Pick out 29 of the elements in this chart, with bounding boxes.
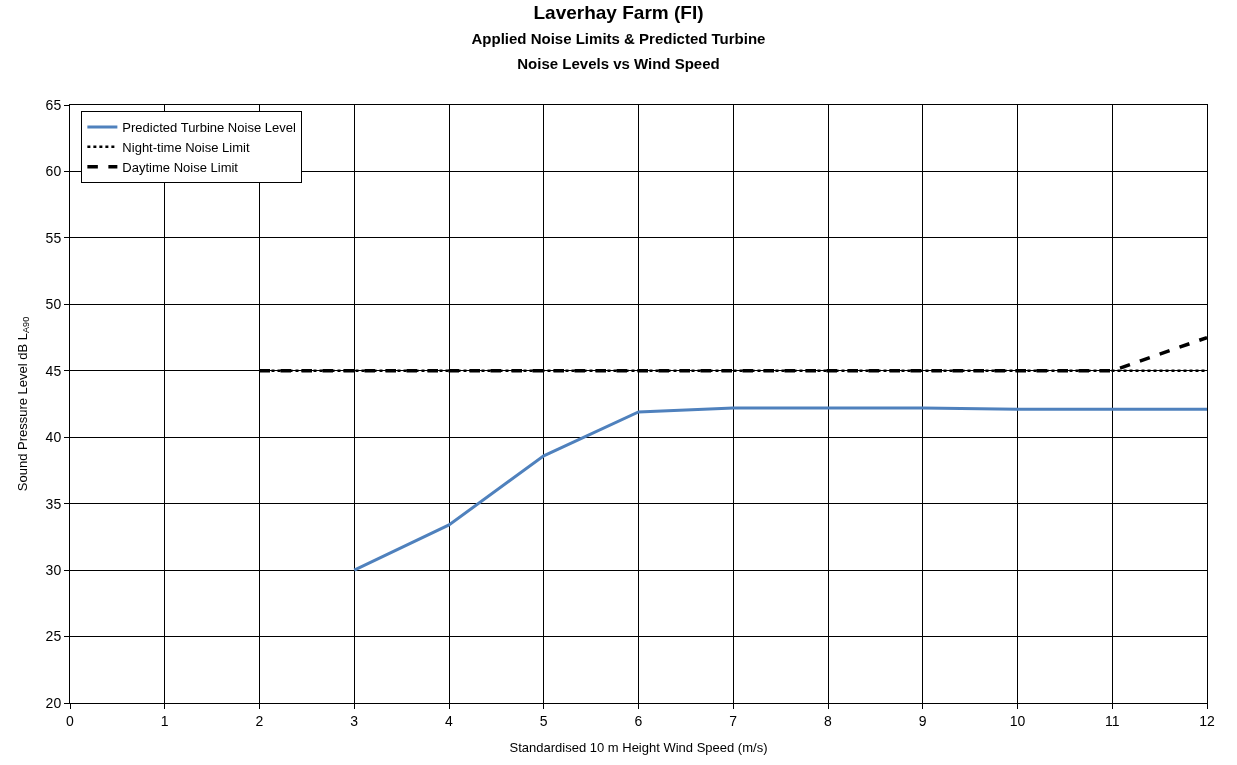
x-tick-label: 5 [539,712,548,729]
y-tick-label: 30 [45,562,62,579]
x-tick-label: 7 [729,712,738,729]
chart-title: Laverhay Farm (FI) [533,2,704,24]
y-tick-label: 55 [45,229,62,246]
x-tick-label: 11 [1104,712,1120,729]
x-tick-label: 8 [824,712,833,729]
chart-subtitle: Applied Noise Limits & Predicted Turbine Noise Levels vs Wind Speed [471,29,766,72]
y-tick-label: 50 [45,296,62,313]
legend-label: Daytime Noise Limit [122,159,239,175]
y-tick-label: 35 [45,495,62,512]
x-tick-label: 9 [918,712,927,729]
x-tick-label: 6 [634,712,643,729]
y-tick-label: 40 [45,429,62,446]
legend-label: Night-time Noise Limit [122,139,250,155]
x-tick-label: 0 [66,712,75,729]
x-axis-title: Standardised 10 m Height Wind Speed (m/s) [509,740,768,756]
y-tick-label: 60 [45,163,62,180]
y-tick-label: 25 [45,628,62,645]
x-tick-label: 4 [445,712,454,729]
x-tick-label: 2 [255,712,264,729]
x-tick-label: 3 [350,712,359,729]
y-tick-label: 20 [45,694,62,711]
y-tick-label: 45 [45,362,62,379]
x-tick-label: 1 [160,712,169,729]
x-tick-label: 12 [1199,712,1215,729]
legend-label: Predicted Turbine Noise Level [122,120,296,135]
x-tick-label: 10 [1009,712,1026,729]
y-tick-label: 65 [45,96,62,113]
